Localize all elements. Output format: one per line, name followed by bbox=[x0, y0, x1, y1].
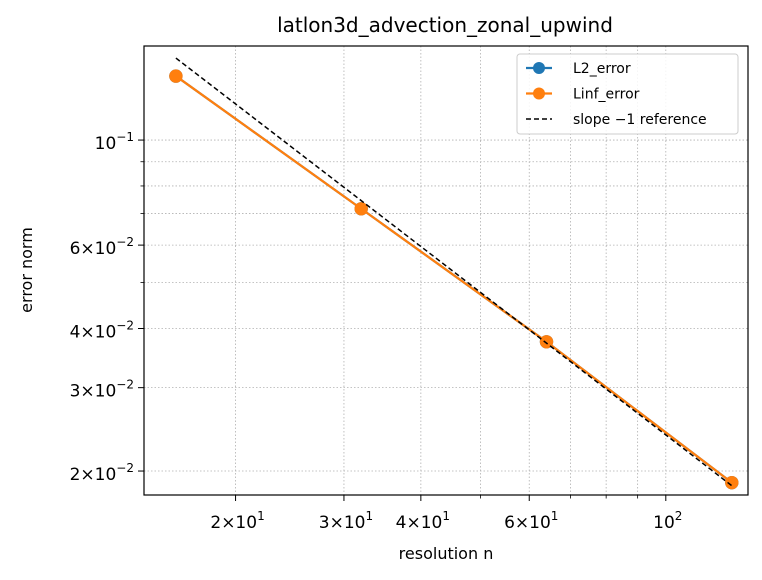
y-tick-label: 2×10−2 bbox=[70, 461, 134, 485]
tick-label-exponent: −2 bbox=[116, 318, 134, 332]
data-point bbox=[354, 202, 368, 216]
ticks: 2×101 3×101 4×101 6×101 10210−16×10−24×10−23… bbox=[70, 130, 683, 533]
data-point bbox=[169, 69, 183, 83]
data-point bbox=[539, 335, 554, 349]
tick-label-exponent: 1 bbox=[257, 509, 265, 523]
x-tick-label: 4×101 bbox=[396, 509, 450, 533]
tick-label-exponent: 1 bbox=[365, 509, 373, 523]
legend-entry: Linf_error bbox=[573, 87, 640, 103]
tick-label-base: 6×10 bbox=[504, 513, 551, 533]
tick-label-exponent: 1 bbox=[442, 509, 450, 523]
tick-label-base: 10 bbox=[95, 134, 117, 154]
tick-label-exponent: 1 bbox=[551, 509, 559, 523]
y-tick-label: 3×10−2 bbox=[70, 378, 134, 402]
tick-label-base: 2×10 bbox=[210, 513, 257, 533]
tick-label-exponent: −2 bbox=[116, 461, 134, 475]
x-axis-label: resolution n bbox=[399, 544, 494, 563]
tick-label-base: 4×10 bbox=[70, 322, 117, 342]
series-line-2 bbox=[175, 57, 733, 487]
tick-label-exponent: −2 bbox=[116, 378, 134, 392]
legend-marker bbox=[533, 87, 545, 100]
series-layer bbox=[169, 57, 739, 490]
tick-label-base: 3×10 bbox=[70, 382, 117, 402]
tick-label-base: 4×10 bbox=[396, 513, 443, 533]
x-tick-label: 2×101 bbox=[210, 509, 264, 533]
legend-marker bbox=[533, 62, 545, 74]
y-tick-label: 4×10−2 bbox=[70, 318, 134, 342]
x-tick-label: 102 bbox=[653, 509, 682, 533]
y-tick-label: 6×10−2 bbox=[70, 235, 134, 259]
tick-label-exponent: 2 bbox=[675, 509, 683, 523]
y-tick-label: 10−1 bbox=[95, 130, 134, 154]
tick-label-exponent: −2 bbox=[116, 235, 134, 249]
tick-label-exponent: −1 bbox=[116, 130, 134, 144]
tick-label-base: 3×10 bbox=[319, 513, 366, 533]
plot-frame bbox=[143, 45, 749, 496]
legend-entry: L2_error bbox=[573, 61, 631, 77]
tick-label-base: 10 bbox=[653, 513, 675, 533]
chart-title: latlon3d_advection_zonal_upwind bbox=[277, 13, 613, 37]
x-tick-label: 6×101 bbox=[504, 509, 558, 533]
data-point bbox=[725, 475, 739, 490]
legend-entry: slope −1 reference bbox=[573, 112, 707, 128]
y-axis-label: error norm bbox=[17, 227, 36, 313]
series-line-1 bbox=[175, 75, 733, 484]
tick-label-base: 6×10 bbox=[70, 239, 117, 259]
tick-label-base: 2×10 bbox=[70, 465, 117, 485]
legend-box bbox=[516, 53, 739, 135]
x-tick-label: 3×101 bbox=[319, 509, 373, 533]
